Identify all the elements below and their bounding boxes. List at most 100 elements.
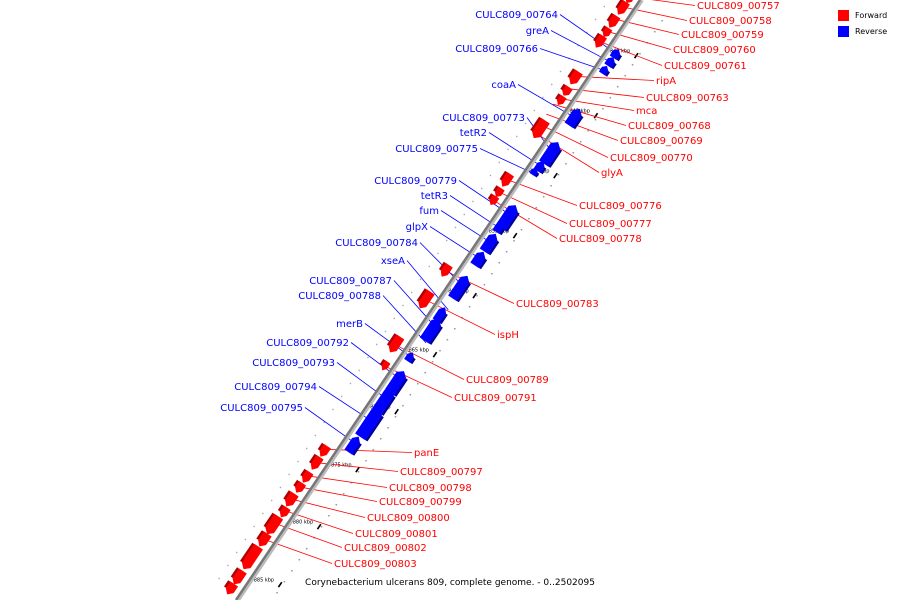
forward-gene-arrow[interactable] xyxy=(225,581,239,595)
scale-dot xyxy=(468,305,471,308)
forward-gene-arrow[interactable] xyxy=(489,194,500,205)
forward-gene-arrow[interactable] xyxy=(562,84,573,96)
leader-line xyxy=(271,521,343,548)
track-dot xyxy=(419,278,422,281)
forward-gene-arrow[interactable] xyxy=(494,186,505,197)
reverse-gene-label[interactable]: CULC809_00795 xyxy=(220,403,303,414)
forward-gene-label[interactable]: glyA xyxy=(601,168,623,179)
forward-gene-label[interactable]: CULC809_00761 xyxy=(664,61,747,72)
reverse-gene-label[interactable]: CULC809_00784 xyxy=(335,238,418,249)
reverse-gene-label[interactable]: CULC809_00793 xyxy=(252,358,335,369)
forward-gene-arrow[interactable] xyxy=(556,94,567,105)
reverse-gene-arrow[interactable] xyxy=(538,142,561,167)
reverse-gene-arrow[interactable] xyxy=(448,275,470,302)
forward-gene-label[interactable]: CULC809_00798 xyxy=(389,483,472,494)
reverse-gene-label[interactable]: greA xyxy=(526,26,549,37)
reverse-gene-label[interactable]: glpX xyxy=(406,222,428,233)
forward-gene-arrow[interactable] xyxy=(279,505,291,518)
reverse-gene-label[interactable]: coaA xyxy=(491,80,516,91)
scale-dot xyxy=(402,404,404,407)
reverse-gene-label[interactable]: CULC809_00775 xyxy=(395,144,478,155)
reverse-gene-label[interactable]: CULC809_00764 xyxy=(475,10,558,21)
reverse-gene-arrow[interactable] xyxy=(609,49,621,61)
track-dot xyxy=(515,135,518,138)
forward-gene-arrow[interactable] xyxy=(625,0,635,3)
forward-gene-label[interactable]: CULC809_00778 xyxy=(559,234,642,245)
forward-gene-arrow[interactable] xyxy=(381,360,391,371)
forward-gene-label[interactable]: CULC809_00769 xyxy=(620,136,703,147)
forward-gene-label[interactable]: CULC809_00757 xyxy=(697,1,780,12)
reverse-gene-label[interactable]: CULC809_00794 xyxy=(234,382,317,393)
forward-gene-arrow[interactable] xyxy=(617,0,630,15)
forward-gene-label[interactable]: CULC809_00802 xyxy=(344,543,427,554)
forward-gene-arrow[interactable] xyxy=(440,262,453,277)
reverse-gene-label[interactable]: CULC809_00779 xyxy=(374,176,457,187)
forward-gene-label[interactable]: CULC809_00797 xyxy=(400,467,483,478)
reverse-gene-arrow[interactable] xyxy=(404,352,414,364)
track-dot xyxy=(279,486,282,489)
reverse-gene-arrow[interactable] xyxy=(492,223,504,235)
reverse-gene-label[interactable]: CULC809_00788 xyxy=(298,291,381,302)
reverse-gene-arrow[interactable] xyxy=(564,108,582,129)
track-dot xyxy=(524,122,527,125)
forward-gene-label[interactable]: CULC809_00759 xyxy=(681,30,764,41)
track-dot xyxy=(393,317,396,320)
forward-gene-arrow[interactable] xyxy=(388,334,405,353)
forward-gene-arrow[interactable] xyxy=(608,13,621,28)
forward-gene-arrow[interactable] xyxy=(569,69,583,85)
reverse-gene-arrow[interactable] xyxy=(529,168,538,177)
reverse-gene-arrow[interactable] xyxy=(355,408,382,441)
forward-gene-label[interactable]: ispH xyxy=(497,330,519,341)
reverse-gene-arrow[interactable] xyxy=(344,436,360,455)
forward-gene-arrow[interactable] xyxy=(532,117,550,139)
forward-gene-label[interactable]: CULC809_00783 xyxy=(516,299,599,310)
reverse-gene-arrow[interactable] xyxy=(598,66,609,76)
forward-gene-label[interactable]: CULC809_00770 xyxy=(610,153,693,164)
reverse-gene-arrow[interactable] xyxy=(604,57,615,69)
forward-gene-label[interactable]: CULC809_00768 xyxy=(628,121,711,132)
leader-line xyxy=(533,131,600,173)
reverse-gene-label[interactable]: merB xyxy=(336,319,363,330)
reverse-gene-label[interactable]: CULC809_00792 xyxy=(266,338,349,349)
forward-gene-arrow[interactable] xyxy=(285,491,299,507)
forward-gene-arrow[interactable] xyxy=(602,26,613,37)
forward-gene-arrow[interactable] xyxy=(418,289,435,309)
reverse-gene-label[interactable]: tetR2 xyxy=(460,128,487,139)
reverse-gene-label[interactable]: fum xyxy=(419,206,439,217)
forward-gene-label[interactable]: CULC809_00760 xyxy=(673,45,756,56)
forward-gene-label[interactable]: CULC809_00777 xyxy=(569,219,652,230)
forward-gene-label[interactable]: CULC809_00763 xyxy=(646,93,729,104)
forward-gene-arrow[interactable] xyxy=(310,454,324,470)
forward-gene-arrow[interactable] xyxy=(295,480,307,493)
forward-gene-label[interactable]: CULC809_00799 xyxy=(379,497,462,508)
track-dot xyxy=(603,5,606,8)
reverse-gene-arrow[interactable] xyxy=(419,319,442,344)
reverse-gene-label[interactable]: CULC809_00773 xyxy=(442,113,525,124)
forward-gene-label[interactable]: CULC809_00800 xyxy=(367,513,450,524)
forward-gene-label[interactable]: CULC809_00776 xyxy=(579,201,662,212)
forward-gene-label[interactable]: mca xyxy=(636,106,657,117)
reverse-gene-label[interactable]: xseA xyxy=(381,256,405,267)
scale-dot xyxy=(446,338,449,341)
forward-gene-label[interactable]: CULC809_00791 xyxy=(454,393,537,404)
reverse-gene-label[interactable]: CULC809_00766 xyxy=(455,44,538,55)
forward-gene-arrow[interactable] xyxy=(265,513,284,535)
forward-gene-arrow[interactable] xyxy=(302,469,314,483)
forward-gene-label[interactable]: ripA xyxy=(656,76,676,87)
forward-gene-label[interactable]: CULC809_00803 xyxy=(334,559,417,570)
reverse-gene-arrow[interactable] xyxy=(470,251,486,269)
leader-line xyxy=(610,17,680,35)
forward-gene-label[interactable]: CULC809_00758 xyxy=(689,16,772,27)
forward-gene-arrow[interactable] xyxy=(258,531,272,547)
reverse-gene-label[interactable]: tetR3 xyxy=(421,191,448,202)
forward-gene-label[interactable]: panE xyxy=(414,448,439,459)
forward-gene-label[interactable]: CULC809_00789 xyxy=(466,375,549,386)
forward-gene-arrow[interactable] xyxy=(501,171,515,187)
forward-gene-arrow[interactable] xyxy=(241,543,264,570)
forward-gene-arrow[interactable] xyxy=(319,443,332,457)
forward-gene-label[interactable]: CULC809_00801 xyxy=(355,529,438,540)
forward-gene-arrow[interactable] xyxy=(594,33,608,48)
forward-gene-arrow[interactable] xyxy=(232,568,247,585)
reverse-gene-arrow[interactable] xyxy=(479,233,498,255)
reverse-gene-label[interactable]: CULC809_00787 xyxy=(309,276,392,287)
